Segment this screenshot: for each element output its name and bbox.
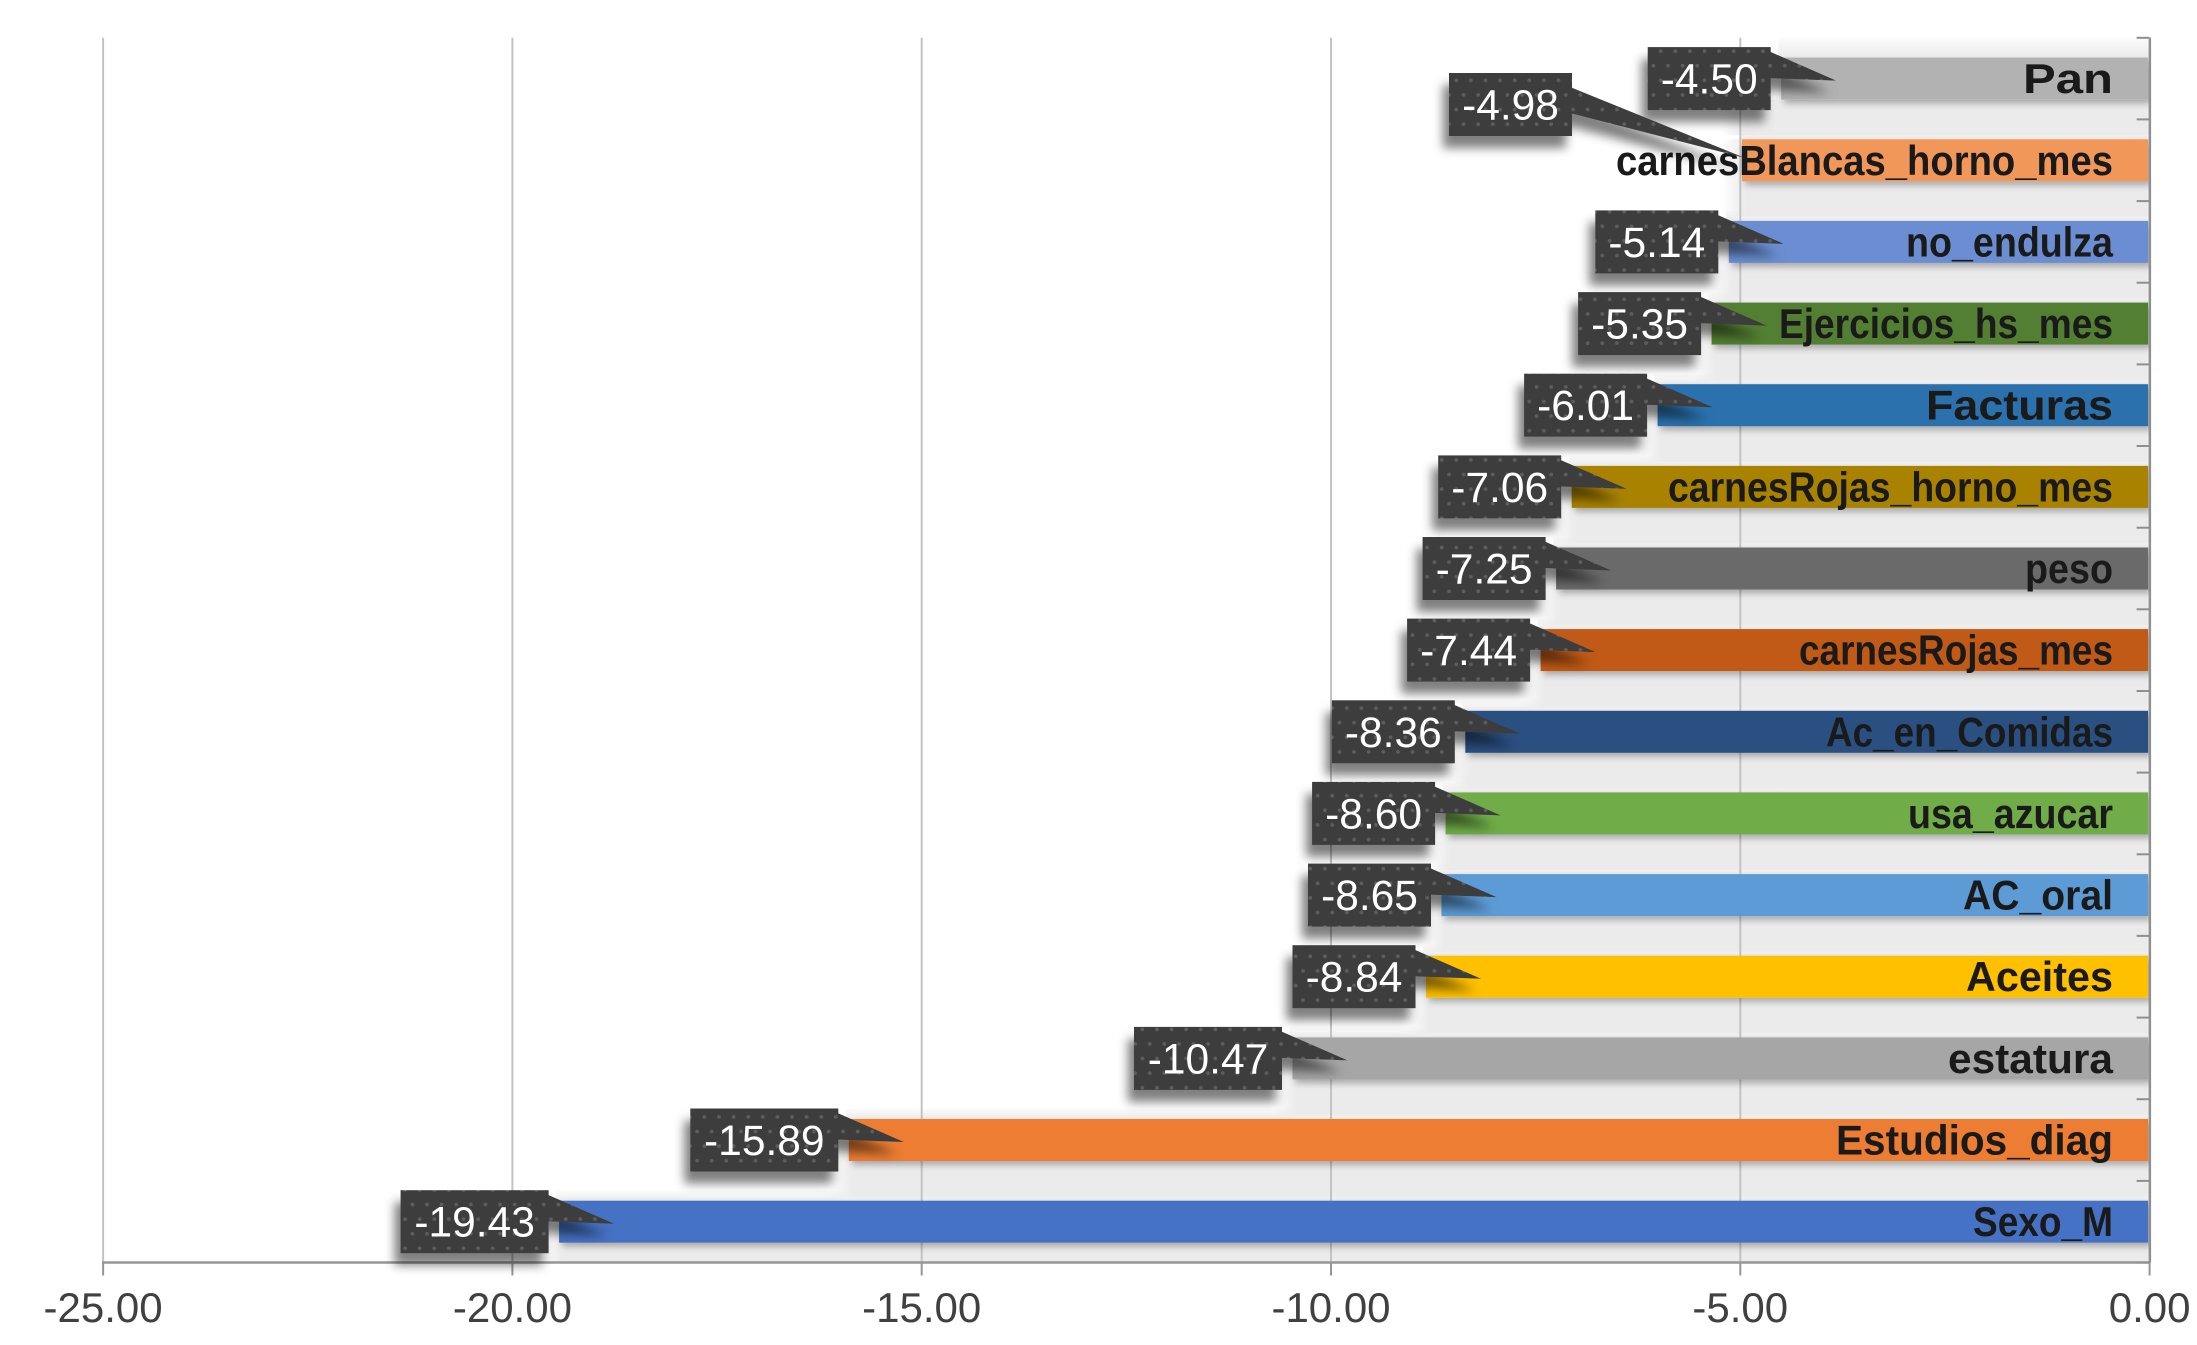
svg-text:-6.01: -6.01 <box>1537 383 1634 430</box>
svg-text:-8.60: -8.60 <box>1325 791 1422 838</box>
svg-text:-10.47: -10.47 <box>1148 1036 1269 1083</box>
svg-text:-5.14: -5.14 <box>1608 220 1705 267</box>
svg-text:Ac_en_Comidas: Ac_en_Comidas <box>1826 708 2113 755</box>
svg-text:-10.00: -10.00 <box>1271 1284 1390 1331</box>
svg-text:-8.36: -8.36 <box>1345 710 1442 757</box>
svg-text:-5.00: -5.00 <box>1692 1284 1788 1331</box>
svg-text:-4.50: -4.50 <box>1661 57 1758 104</box>
svg-text:Facturas: Facturas <box>1926 382 2113 429</box>
svg-text:-20.00: -20.00 <box>453 1284 572 1331</box>
svg-text:Aceites: Aceites <box>1966 953 2113 1000</box>
svg-text:-4.98: -4.98 <box>1462 83 1559 130</box>
svg-text:-25.00: -25.00 <box>44 1284 163 1331</box>
svg-text:Pan: Pan <box>2023 55 2113 102</box>
svg-text:AC_oral: AC_oral <box>1963 872 2113 919</box>
svg-text:-7.25: -7.25 <box>1436 547 1533 594</box>
svg-text:Ejercicios_hs_mes: Ejercicios_hs_mes <box>1779 300 2113 347</box>
svg-text:-5.35: -5.35 <box>1591 302 1688 349</box>
svg-text:no_endulza: no_endulza <box>1906 218 2114 265</box>
svg-text:-8.65: -8.65 <box>1321 873 1418 920</box>
svg-text:peso: peso <box>2025 545 2113 592</box>
svg-text:-7.06: -7.06 <box>1451 465 1548 512</box>
svg-text:-15.89: -15.89 <box>704 1118 825 1165</box>
svg-text:usa_azucar: usa_azucar <box>1908 790 2113 837</box>
svg-text:carnesRojas_horno_mes: carnesRojas_horno_mes <box>1668 463 2113 510</box>
svg-text:0.00: 0.00 <box>2109 1284 2191 1331</box>
svg-text:estatura: estatura <box>1948 1035 2114 1082</box>
svg-text:-7.44: -7.44 <box>1420 628 1517 675</box>
svg-text:-19.43: -19.43 <box>414 1200 535 1247</box>
svg-text:Estudios_diag: Estudios_diag <box>1836 1117 2113 1164</box>
svg-text:-8.84: -8.84 <box>1306 955 1403 1002</box>
svg-text:carnesRojas_mes: carnesRojas_mes <box>1799 627 2113 674</box>
svg-text:-15.00: -15.00 <box>862 1284 981 1331</box>
svg-text:Sexo_M: Sexo_M <box>1973 1198 2113 1245</box>
